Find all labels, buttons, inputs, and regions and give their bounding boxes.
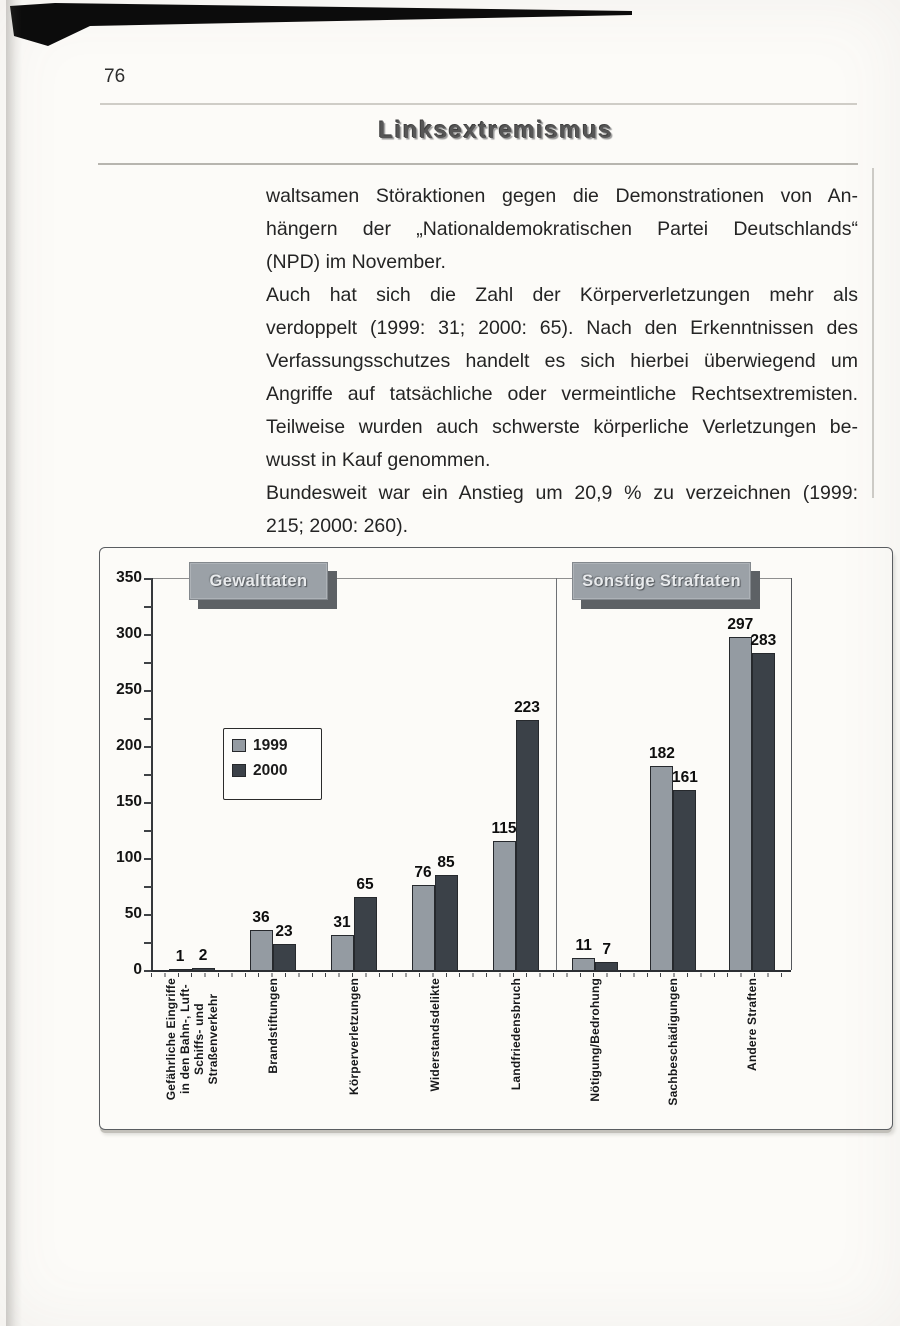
legend-entry-2000: 2000 (232, 761, 313, 779)
legend-label-1999: 1999 (253, 737, 288, 754)
x-axis-line (151, 970, 791, 972)
x-category-label: Andere Straften (744, 978, 759, 1072)
plot-right-border (791, 578, 792, 970)
bar-2000 (353, 897, 377, 970)
page-number: 76 (104, 66, 126, 87)
y-tick-label: 100 (116, 849, 142, 866)
bar-value-label: 36 (252, 909, 270, 926)
bar-1999 (249, 930, 273, 970)
x-category-label: Gefährliche Eingriffe in den Bahn-, Luft… (163, 978, 220, 1101)
bar-1999 (650, 766, 674, 970)
bar-1999 (168, 969, 192, 970)
chart-plot-layer: 350 300 250 200 150 100 50 0 1 2 Gefährliche Eingr… (100, 548, 892, 1129)
text-line: Verfassungsschutzes handelt es sich hier… (266, 350, 858, 372)
text-line: Teilweise wurden auch schwerste körperli… (266, 416, 858, 438)
text-line: Angriffe auf tatsächliche oder vermeintl… (266, 383, 858, 405)
bar-value-label: 31 (333, 914, 351, 931)
gridline-350 (146, 578, 791, 579)
page-title: Linksextremismus (378, 117, 614, 144)
text-line: (NPD) im November. (266, 251, 446, 273)
y-tick-label: 150 (116, 793, 142, 810)
bar-value-label: 1 (175, 948, 185, 965)
legend-label-2000: 2000 (253, 761, 288, 779)
bar-2000 (751, 653, 775, 970)
bar-value-label: 115 (491, 820, 517, 837)
x-category-label: Sachbeschädigungen (666, 978, 681, 1106)
text-line: Bundesweit war ein Anstieg um 20,9 % zu … (266, 482, 858, 504)
bar-2000 (673, 790, 697, 970)
text-line: 215; 2000: 260). (266, 515, 409, 537)
bar-1999 (411, 885, 435, 970)
y-tick-label: 250 (116, 681, 142, 698)
text-line: Auch hat sich die Zahl der Körperverletz… (266, 284, 858, 306)
y-tick-label: 200 (116, 737, 142, 754)
bar-2000 (272, 944, 296, 970)
text-line: verdoppelt (1999: 31; 2000: 65). Nach de… (266, 317, 858, 339)
bar-value-label: 11 (575, 937, 592, 954)
bar-value-label: 7 (602, 941, 611, 958)
scan-artifact-left-gutter (6, 0, 22, 1326)
text-line: hängern der „Nationaldemokratischen Part… (266, 218, 858, 240)
y-tick-label: 0 (133, 961, 142, 978)
x-category-label: Nötigung/Bedrohung (588, 978, 603, 1102)
y-tick-label: 350 (116, 569, 142, 586)
bar-2000 (434, 875, 458, 970)
body-text: waltsamen Störaktionen gegen die Demonst… (266, 180, 858, 543)
header-rule-bottom (98, 163, 858, 165)
x-category-label: Widerstandsdelikte (427, 978, 442, 1092)
bar-value-label: 223 (514, 699, 540, 716)
bar-1999 (572, 958, 596, 970)
y-axis-line (151, 578, 153, 971)
text-line: waltsamen Störaktionen gegen die Demonst… (266, 185, 858, 207)
x-category-label: Brandstiftungen (265, 978, 280, 1074)
y-tick-label: 300 (116, 625, 142, 642)
section-title-sonstige-straftaten: Sonstige Straftaten (572, 562, 751, 600)
bar-value-label: 65 (356, 876, 374, 893)
scan-artifact-top-bar (10, 3, 632, 46)
bar-value-label: 161 (672, 769, 698, 786)
bar-1999 (492, 841, 516, 970)
chart-legend: 1999 2000 (223, 728, 322, 800)
legend-swatch-2000 (232, 763, 246, 777)
legend-swatch-1999 (232, 739, 246, 753)
section-divider-line (556, 578, 557, 970)
x-category-label: Landfriedensbruch (508, 978, 523, 1091)
scan-artifact-right-line (872, 168, 874, 498)
bar-2000 (595, 962, 619, 970)
x-category-label: Körperverletzungen (346, 978, 361, 1095)
bar-value-label: 297 (727, 616, 754, 633)
legend-entry-1999: 1999 (232, 738, 313, 754)
bar-value-label: 182 (649, 745, 675, 762)
chart-figure: 350 300 250 200 150 100 50 0 1 2 Gefährliche Eingr… (99, 547, 893, 1130)
bar-value-label: 2 (198, 947, 208, 964)
bar-2000 (515, 720, 539, 970)
bar-value-label: 85 (437, 854, 455, 871)
y-axis-ticks (144, 578, 152, 972)
bar-2000 (191, 968, 215, 970)
section-title-gewalttaten: Gewalttaten (189, 562, 328, 600)
bar-1999 (330, 935, 354, 970)
header-rule-top (100, 103, 857, 105)
x-axis-ticks (151, 973, 791, 977)
bar-1999 (728, 637, 752, 970)
bar-value-label: 283 (750, 632, 777, 649)
bar-value-label: 76 (414, 864, 432, 881)
bar-value-label: 23 (275, 923, 293, 940)
text-line: wusst in Kauf genommen. (266, 449, 491, 471)
y-tick-label: 50 (124, 905, 142, 922)
